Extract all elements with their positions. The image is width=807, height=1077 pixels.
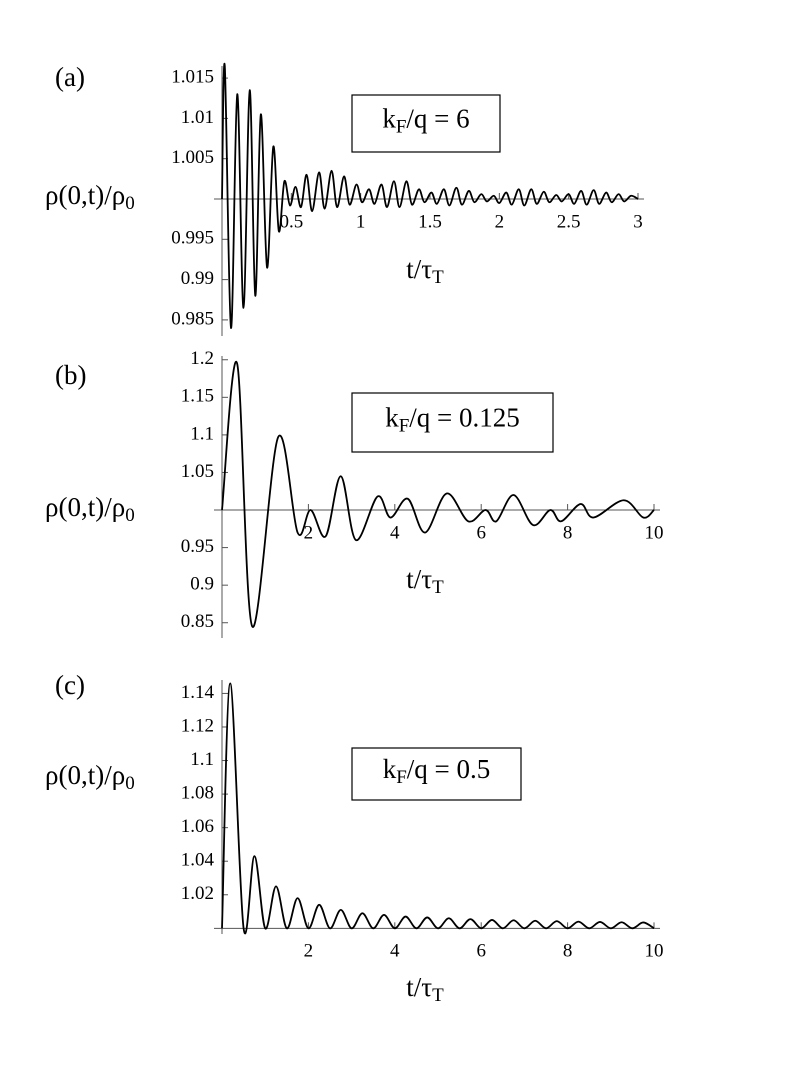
- y-tick-label: 0.85: [181, 611, 214, 632]
- annotation: kF/q = 6: [382, 104, 469, 138]
- panel-label: (a): [55, 62, 85, 92]
- x-axis-label-main: t/τ: [406, 972, 432, 1002]
- y-axis-label-sub: 0: [125, 193, 135, 214]
- x-tick-label: 10: [645, 941, 664, 962]
- annotation-rest: /q = 0.125: [409, 403, 519, 433]
- x-tick-label: 2: [304, 522, 314, 543]
- annotation-sub: F: [399, 416, 410, 437]
- x-tick-label: 6: [476, 522, 486, 543]
- annotation-main: k: [383, 754, 397, 784]
- y-tick-label: 1.005: [171, 147, 214, 168]
- y-tick-label: 0.95: [181, 536, 214, 557]
- x-tick-label: 2: [304, 941, 314, 962]
- annotation: kF/q = 0.5: [383, 754, 491, 788]
- annotation: kF/q = 0.125: [385, 403, 520, 437]
- y-axis-label-sub: 0: [125, 505, 135, 526]
- annotation-rest: /q = 6: [406, 104, 469, 134]
- x-axis-label-sub: T: [432, 267, 444, 288]
- x-tick-label: 4: [390, 522, 400, 543]
- y-tick-label: 1.015: [171, 66, 214, 87]
- data-line: [221, 360, 655, 628]
- x-tick-label: 4: [390, 941, 400, 962]
- y-axis-label: ρ(0,t)/ρ0: [45, 760, 135, 794]
- y-tick-label: 1.15: [181, 386, 214, 407]
- y-tick-label: 1.12: [181, 715, 214, 736]
- y-tick-label: 1.1: [190, 749, 214, 770]
- data-line: [221, 682, 655, 934]
- y-tick-label: 0.99: [181, 268, 214, 289]
- y-tick-label: 1.08: [181, 782, 214, 803]
- annotation-sub: F: [396, 117, 407, 138]
- data-line: [221, 62, 639, 329]
- annotation-box: [351, 94, 501, 153]
- y-tick-label: 1.14: [181, 682, 215, 703]
- y-tick-label: 1.04: [181, 850, 215, 871]
- y-tick-label: 1.01: [181, 107, 214, 128]
- y-tick-label: 0.995: [171, 228, 214, 249]
- x-tick-label: 6: [476, 941, 486, 962]
- x-tick-label: 1: [356, 211, 366, 232]
- y-tick-label: 1.06: [181, 816, 214, 837]
- y-tick-label: 0.985: [171, 308, 214, 329]
- y-tick-label: 1.2: [190, 348, 214, 369]
- x-tick-label: 3: [633, 211, 643, 232]
- x-tick-label: 8: [563, 941, 573, 962]
- x-axis-label: t/τT: [406, 254, 444, 288]
- x-axis-label-sub: T: [432, 577, 444, 598]
- x-axis-label-sub: T: [432, 985, 444, 1006]
- x-tick-label: 0.5: [279, 211, 303, 232]
- x-tick-label: 10: [645, 522, 664, 543]
- annotation-rest: /q = 0.5: [407, 754, 490, 784]
- annotation-box: [351, 747, 522, 801]
- x-tick-label: 2.5: [557, 211, 581, 232]
- y-axis-label-main: ρ(0,t)/ρ: [45, 492, 125, 522]
- y-tick-label: 1.02: [181, 883, 214, 904]
- y-tick-label: 0.9: [190, 574, 214, 595]
- y-axis-label-main: ρ(0,t)/ρ: [45, 180, 125, 210]
- annotation-main: k: [385, 403, 399, 433]
- x-axis-label-main: t/τ: [406, 254, 432, 284]
- x-tick-label: 1.5: [418, 211, 442, 232]
- x-axis-label: t/τT: [406, 564, 444, 598]
- annotation-box: [351, 392, 554, 453]
- y-axis-label: ρ(0,t)/ρ0: [45, 180, 135, 214]
- y-tick-label: 1.05: [181, 461, 214, 482]
- y-axis-label-main: ρ(0,t)/ρ: [45, 760, 125, 790]
- x-axis-label-main: t/τ: [406, 564, 432, 594]
- x-tick-label: 2: [495, 211, 505, 232]
- y-axis-label-sub: 0: [125, 773, 135, 794]
- panel-label: (b): [55, 360, 86, 390]
- y-tick-label: 1.1: [190, 423, 214, 444]
- x-tick-label: 8: [563, 522, 573, 543]
- panel-label: (c): [55, 670, 85, 700]
- x-axis-label: t/τT: [406, 972, 444, 1006]
- annotation-main: k: [382, 104, 396, 134]
- annotation-sub: F: [396, 767, 407, 788]
- y-axis-label: ρ(0,t)/ρ0: [45, 492, 135, 526]
